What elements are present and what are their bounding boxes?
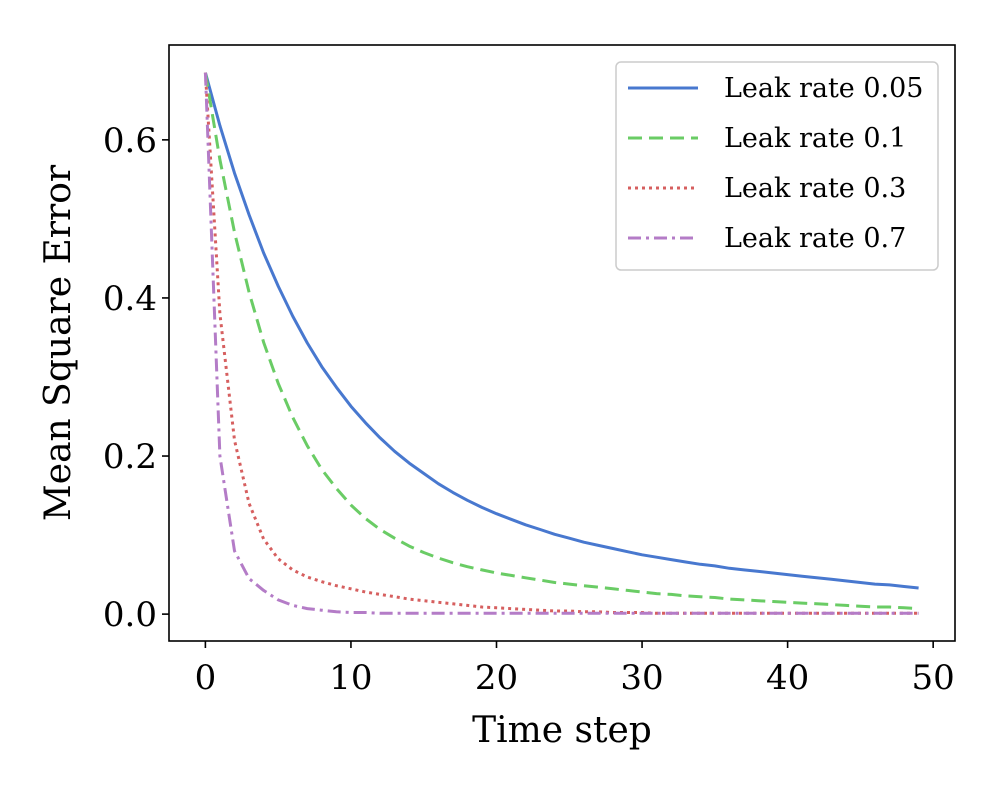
x-tick-label: 10: [329, 658, 372, 698]
legend-label-3: Leak rate 0.3: [724, 173, 906, 204]
y-axis: 0.0 0.2 0.4 0.6: [103, 121, 169, 635]
legend-label-1: Leak rate 0.05: [724, 73, 923, 104]
legend: Leak rate 0.05 Leak rate 0.1 Leak rate 0.3…: [615, 61, 939, 271]
series-line-3: [203, 72, 919, 615]
x-axis-label: Time step: [472, 710, 652, 751]
legend-label-4: Leak rate 0.7: [724, 223, 906, 254]
y-tick-label: 0.4: [103, 279, 157, 319]
x-axis: 0 10 20 30 40 50: [195, 641, 955, 698]
x-tick-label: 20: [475, 658, 518, 698]
y-tick-label: 0.0: [103, 595, 157, 635]
series-line-2: [203, 72, 919, 611]
x-tick-label: 30: [620, 658, 663, 698]
plot-frame: [168, 44, 956, 642]
series-line-4: [203, 72, 919, 615]
x-tick-label: 40: [766, 658, 809, 698]
legend-items: Leak rate 0.05 Leak rate 0.1 Leak rate 0.3…: [628, 73, 923, 254]
series-layer: [203, 72, 919, 615]
legend-label-2: Leak rate 0.1: [724, 123, 906, 154]
x-tick-label: 0: [195, 658, 217, 698]
y-axis-label: Mean Square Error: [38, 164, 79, 521]
y-tick-label: 0.6: [103, 121, 157, 161]
x-tick-label: 50: [912, 658, 955, 698]
series-line-1: [203, 72, 919, 590]
legend-box: [615, 61, 939, 271]
y-tick-label: 0.2: [103, 437, 157, 477]
